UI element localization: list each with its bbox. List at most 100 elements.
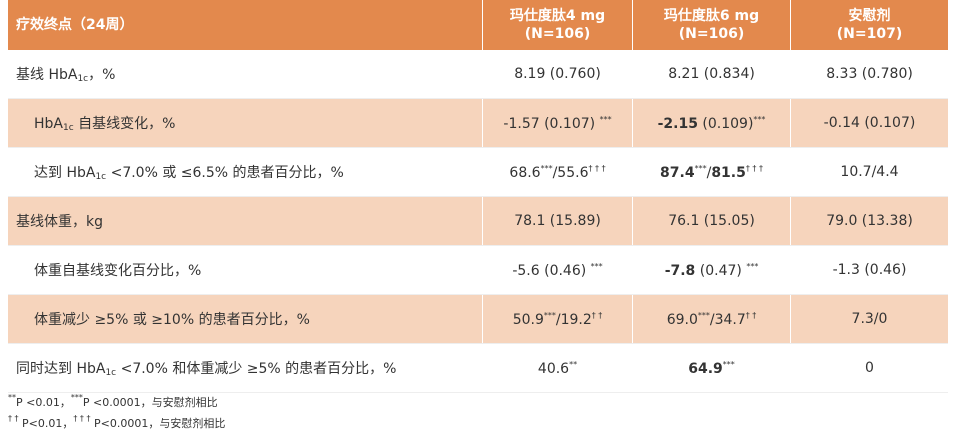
table-cell: 50.9***/19.2† † [482,295,632,343]
cell-line: 69.0***/34.7† † [667,311,757,328]
table-row: 同时达到 HbA1c <7.0% 和体重减少 ≥5% 的患者百分比，% 40.6*… [8,344,948,393]
cell-line: HbA1c 自基线变化，% [34,113,175,133]
cell-line: 基线 HbA1c，% [16,64,115,84]
table-row: 体重自基线变化百分比，% -5.6 (0.46) *** -7.8 (0.47) *… [8,246,948,295]
table-cell: 7.3/0 [790,295,948,343]
table-cell: 0 [790,344,948,392]
superscript: *** [746,261,759,271]
cell-line: 50.9***/19.2† † [513,311,603,328]
table: 疗效终点（24周） 玛仕度肽4 mg (N=106) 玛仕度肽6 mg (N=106) 安… [8,0,948,393]
header-text: (N=106) [678,26,745,42]
text: 8.21 (0.834) [668,66,755,82]
header-text: 疗效终点（24周） [16,17,134,33]
table-cell: 68.6***/55.6† † † [482,148,632,196]
text: (0.109) [697,115,754,132]
table-cell: 87.4***/81.5† † † [632,148,790,196]
header-text: (N=106) [524,26,591,42]
cell-line: † † P<0.01，† † † P<0.0001，与安慰剂相比 [8,411,225,432]
header-cell: 安慰剂 (N=107) [790,0,948,50]
superscript: *** [599,114,612,124]
text: /19.2 [555,311,592,328]
text: P<0.0001，与安慰剂相比 [90,417,226,430]
text: / [706,164,712,181]
superscript: *** [697,310,710,320]
cell-line: -7.8 (0.47) *** [665,262,759,279]
header-cell: 疗效终点（24周） [8,0,482,50]
bold-text: -2.15 [657,115,698,132]
subscript: 1c [105,368,117,378]
text: 50.9 [512,311,544,328]
table-cell: 40.6** [482,344,632,392]
cell-line: -2.15 (0.109)*** [658,115,766,132]
text: 达到 HbA [34,165,96,181]
table-cell: 76.1 (15.05) [632,197,790,245]
table-cell: HbA1c 自基线变化，% [8,99,482,147]
table-cell: 基线 HbA1c，% [8,50,482,98]
table-cell: 64.9*** [632,344,790,392]
table-row: HbA1c 自基线变化，% -1.57 (0.107) *** -2.15 (0.1… [8,99,948,148]
text: -1.57 (0.107) [503,115,600,132]
bold-text: 87.4 [660,164,695,181]
cell-line: 8.33 (0.780) [826,66,913,82]
table-row: 达到 HbA1c <7.0% 或 ≤6.5% 的患者百分比，% 68.6***/5… [8,148,948,197]
text: ，% [88,67,116,83]
superscript: † † † [73,414,91,423]
table-cell: 8.33 (0.780) [790,50,948,98]
text: 68.6 [509,164,541,181]
text: 体重自基线变化百分比，% [34,263,202,279]
cell-line: 达到 HbA1c <7.0% 或 ≤6.5% 的患者百分比，% [34,162,344,182]
header-text: 玛仕度肽4 mg [509,8,606,24]
table-cell: -1.57 (0.107) *** [482,99,632,147]
text: <7.0% 或 ≤6.5% 的患者百分比，% [106,165,344,181]
subscript: 1c [63,123,74,133]
text: 10.7/4.4 [840,164,899,180]
table-cell: 体重减少 ≥5% 或 ≥10% 的患者百分比，% [8,295,482,343]
text: 同时达到 HbA [16,361,106,377]
text: 69.0 [666,311,698,328]
cell-line: 体重自基线变化百分比，% [34,260,201,280]
cell-line: -1.57 (0.107) *** [503,115,611,132]
bold-text: 81.5 [711,164,746,181]
text: -1.3 (0.46) [832,262,907,278]
cell-line: 76.1 (15.05) [668,213,755,229]
text: 自基线变化，% [73,116,176,132]
text: 78.1 (15.89) [514,213,601,229]
superscript: † † † [745,163,763,173]
table-cell: -1.3 (0.46) [790,246,948,294]
table-cell: 69.0***/34.7† † [632,295,790,343]
text: 79.0 (13.38) [826,213,913,229]
cell-line: 7.3/0 [852,311,888,327]
text: 76.1 (15.05) [668,213,755,229]
cell-line: 10.7/4.4 [840,164,898,180]
superscript: † † [8,414,19,423]
table-cell: -5.6 (0.46) *** [482,246,632,294]
text: P <0.01， [16,396,71,409]
header-cell: 玛仕度肽4 mg (N=106) [482,0,632,50]
text: 0 [865,360,874,376]
table-cell: 79.0 (13.38) [790,197,948,245]
text: 40.6 [537,360,570,377]
text: 体重减少 ≥5% 或 ≥10% 的患者百分比，% [34,312,310,328]
cell-line: -0.14 (0.107) [824,115,916,131]
table-row: 基线体重，kg 78.1 (15.89) 76.1 (15.05) 79.0 (13.… [8,197,948,246]
table-cell: 8.21 (0.834) [632,50,790,98]
cell-line: 78.1 (15.89) [514,213,601,229]
superscript: *** [590,261,603,271]
text: 8.19 (0.760) [514,66,601,82]
text: -0.14 (0.107) [823,115,916,131]
table-cell: 8.19 (0.760) [482,50,632,98]
table-cell: 78.1 (15.89) [482,197,632,245]
cell-line: 体重减少 ≥5% 或 ≥10% 的患者百分比，% [34,309,310,329]
cell-line: 40.6** [538,360,577,377]
superscript: ** [569,359,578,369]
superscript: *** [540,163,553,173]
superscript: *** [694,163,707,173]
cell-line: 0 [865,360,874,376]
text: P<0.01， [18,417,74,430]
text: -5.6 (0.46) [512,262,591,279]
header-cell: 玛仕度肽6 mg (N=106) [632,0,790,50]
text: 8.33 (0.780) [826,66,913,82]
text: 基线体重，kg [16,214,103,230]
cell-line: **P <0.01，***P <0.0001，与安慰剂相比 [8,390,225,411]
table-cell: 体重自基线变化百分比，% [8,246,482,294]
